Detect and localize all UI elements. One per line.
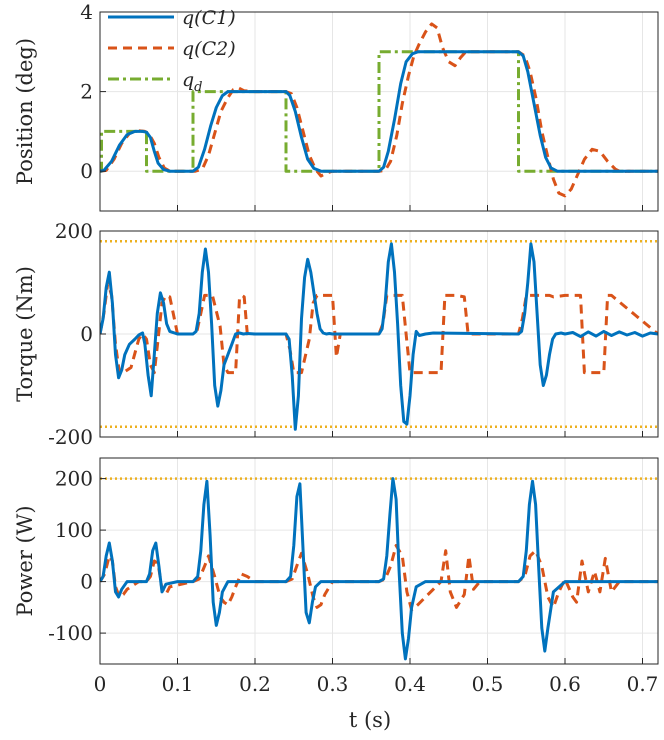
legend-label: q(C2) xyxy=(182,38,236,60)
x-tick-label: 0.2 xyxy=(239,672,271,696)
series-group xyxy=(100,22,658,198)
x-tick-label: 0 xyxy=(94,672,107,696)
y-axis-label: Power (W) xyxy=(13,505,37,616)
y-tick-label: 0 xyxy=(80,322,93,346)
series-line-q-c2- xyxy=(100,281,658,375)
y-tick-label: 200 xyxy=(55,219,93,243)
y-tick-label: 0 xyxy=(80,159,93,183)
panel-2: -200 0 200 Torque (Nm) xyxy=(13,219,659,449)
y-tick-label: 2 xyxy=(80,80,93,104)
y-tick-label: 100 xyxy=(55,518,93,542)
series-line-q-c2- xyxy=(100,22,658,198)
y-tick-label: 200 xyxy=(55,467,93,491)
y-tick-label: 4 xyxy=(80,0,93,24)
y-tick-label: -200 xyxy=(48,425,93,449)
series-line-q-c1- xyxy=(100,242,658,431)
x-tick-label: 0.6 xyxy=(549,672,581,696)
x-axis-label: t (s) xyxy=(349,708,391,732)
x-tick-label: 0.7 xyxy=(627,672,659,696)
y-axis-label: Position (deg) xyxy=(13,38,37,185)
series-group xyxy=(100,477,658,661)
axes-box xyxy=(99,457,659,665)
y-axis-label: Torque (Nm) xyxy=(13,266,37,402)
x-tick-label: 0.3 xyxy=(317,672,349,696)
legend-label: q(C1) xyxy=(182,7,236,29)
y-tick-label: 0 xyxy=(80,570,93,594)
panel-3: -100 0 100 200 0 0.1 0.2 0.3 0.4 0.5 0.6 0.7 Power (… xyxy=(13,457,659,696)
x-tick-label: 0.5 xyxy=(472,672,504,696)
x-tick-label: 0.4 xyxy=(394,672,426,696)
x-tick-label: 0.1 xyxy=(162,672,194,696)
y-tick-label: -100 xyxy=(48,621,93,645)
series-line-q-c2- xyxy=(100,544,658,612)
legend: q(C1)q(C2)qd xyxy=(108,7,236,95)
axes-box xyxy=(99,11,659,212)
series-line-q-c1- xyxy=(100,477,658,661)
series-group xyxy=(100,240,658,431)
series-line-q-c1- xyxy=(100,50,658,173)
